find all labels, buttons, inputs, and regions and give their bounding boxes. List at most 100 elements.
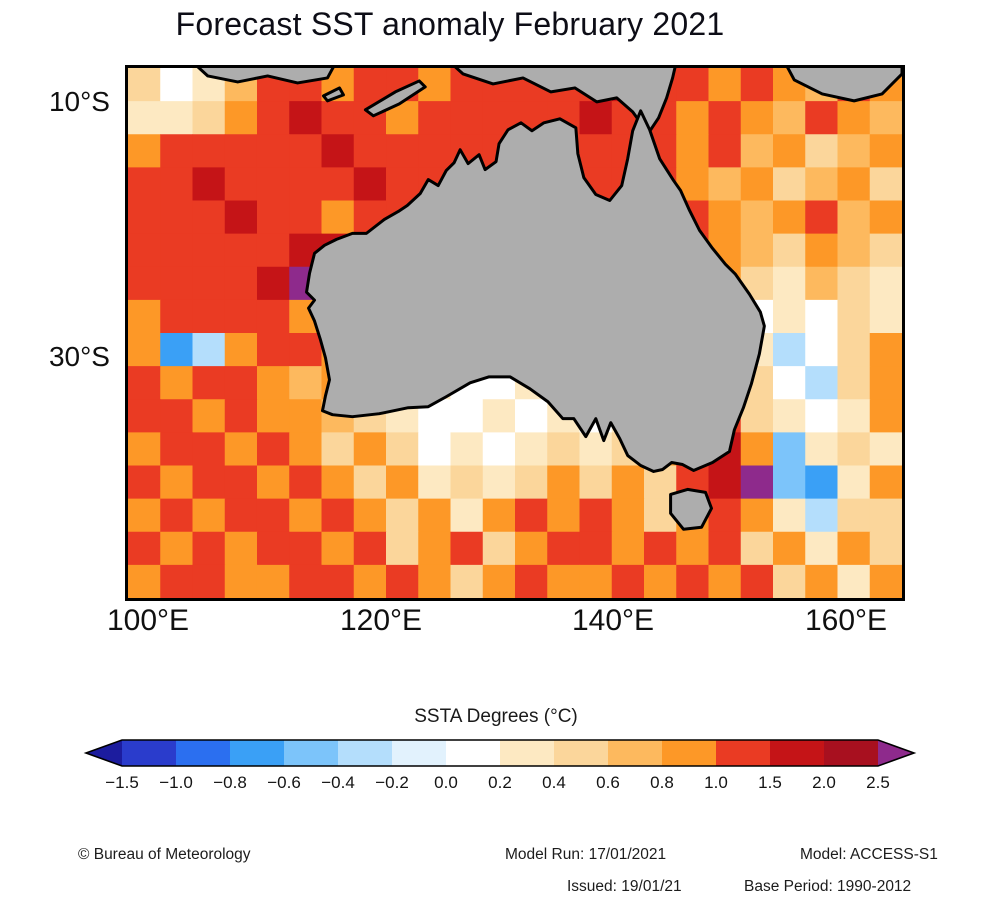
sst-cell [482,564,516,598]
sst-cell [515,432,548,467]
java-islands-landmass [196,68,335,85]
sst-cell [773,101,806,135]
x-tick-label-120e: 120°E [339,604,423,637]
sst-cell [353,531,387,566]
colorbar-tick-label: −0.2 [375,773,409,792]
colorbar-tick-label: −0.8 [213,773,247,792]
sst-cell [386,465,419,500]
sst-cell [773,266,806,301]
sst-cell [547,531,581,566]
sst-cell [773,465,806,500]
colorbar-segment [338,740,393,766]
sst-cell [837,101,871,135]
colorbar-tick-label: 1.0 [704,773,728,792]
colorbar-title: SSTA Degrees (°C) [414,706,578,727]
sst-cell [160,531,194,566]
colorbar-right-arrow [878,740,914,766]
sst-cell [740,68,774,102]
sst-cell [515,531,548,566]
sst-cell [676,68,710,102]
colorbar-segment [122,740,177,766]
sst-cell [805,167,839,202]
sumba-island-landmass [321,86,345,103]
sst-cell [224,399,258,433]
sst-cell [643,531,677,566]
sst-cell [128,465,161,500]
sst-cell [128,399,161,433]
sst-cell [805,333,839,367]
sst-anomaly-map [128,68,902,598]
sst-cell [708,564,742,598]
sst-cell [837,134,871,168]
colorbar-tick-label: 0.2 [488,773,512,792]
sst-cell [611,564,645,598]
sst-cell [224,101,258,135]
sst-cell [128,564,161,598]
copyright-text: © Bureau of Meteorology [78,846,251,863]
colorbar-segment [608,740,663,766]
sst-cell [289,465,323,500]
sst-cell [353,167,387,202]
sst-cell [643,564,677,598]
sst-cell [482,531,516,566]
sst-cell [128,266,161,301]
sst-cell [418,531,452,566]
sst-cell [611,531,645,566]
sst-cell [773,564,806,598]
sst-cell [773,366,806,400]
sst-cell [482,465,516,500]
sst-cell [160,299,194,334]
sst-cell [321,200,355,235]
sst-cell [289,333,323,367]
sst-cell [740,200,774,235]
colorbar-segment [446,740,501,766]
tasmania-landmass [669,487,713,531]
sst-cell [160,366,194,400]
y-tick-label-30s: 30°S [48,341,110,372]
sst-cell [805,564,839,598]
sst-cell [192,564,226,598]
sst-cell [450,101,484,135]
sst-cell [740,531,774,566]
sst-cell [128,299,161,334]
sst-cell [450,498,484,533]
sst-cell [837,299,871,334]
colorbar-tick-label: −0.6 [267,773,301,792]
sst-cell [256,167,290,202]
colorbar-segment [554,740,609,766]
sst-cell [321,101,355,135]
sst-cell [289,101,323,135]
sst-cell [224,266,258,301]
sst-cell [579,134,613,168]
sst-cell [676,134,710,168]
sst-cell [256,498,290,533]
sst-cell [256,233,290,268]
colorbar-tick-label: 2.5 [866,773,890,792]
colorbar-tick-label: 0.4 [542,773,566,792]
sst-cell [773,531,806,566]
sst-cell [773,200,806,235]
sst-cell [708,167,742,202]
sst-cell [128,200,161,235]
timor-island-landmass [363,79,427,118]
sst-cell [708,465,742,500]
sst-cell [805,134,839,168]
sst-cell [837,233,871,268]
sst-cell [869,564,902,598]
sst-cell [450,564,484,598]
sst-cell [869,366,902,400]
sst-cell [256,266,290,301]
sst-cell [418,465,452,500]
sst-cell [128,333,161,367]
sst-cell [321,167,355,202]
sst-cell [837,531,871,566]
sst-cell [805,432,839,467]
sst-cell [256,333,290,367]
sst-cell [450,531,484,566]
sst-cell [353,564,387,598]
sst-cell [869,465,902,500]
map-frame [125,65,905,601]
sst-cell [128,531,161,566]
sst-cell [515,564,548,598]
sst-cell [450,399,484,433]
